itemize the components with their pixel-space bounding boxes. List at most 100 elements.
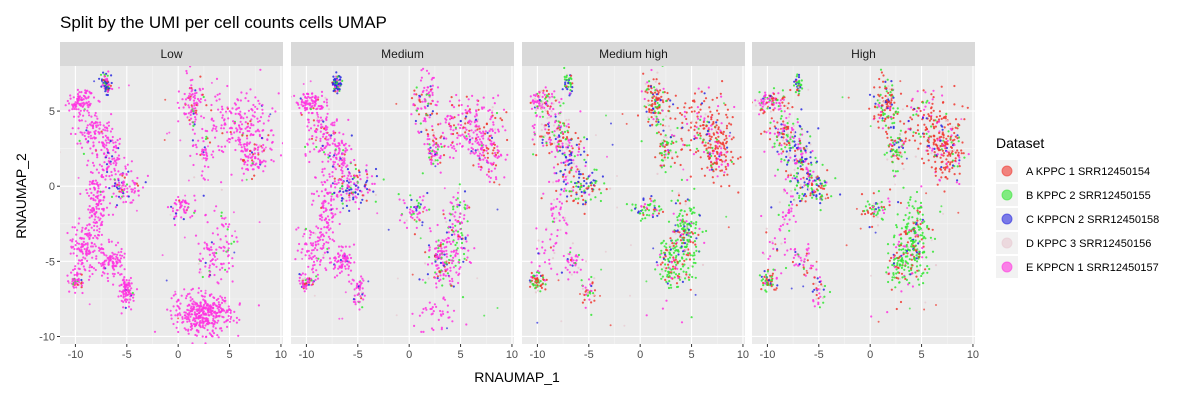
data-point — [309, 242, 312, 245]
data-point — [452, 208, 455, 211]
data-point — [126, 284, 129, 287]
data-point — [146, 174, 149, 177]
data-point — [73, 226, 76, 229]
data-point — [465, 259, 468, 262]
data-point — [553, 172, 556, 175]
data-point — [311, 111, 314, 115]
data-point — [398, 198, 401, 201]
data-point — [324, 207, 327, 210]
data-point — [214, 95, 217, 98]
data-point — [647, 103, 650, 106]
data-point — [548, 107, 552, 110]
data-point — [306, 250, 309, 253]
data-point — [435, 272, 438, 276]
data-point — [541, 95, 544, 98]
data-point — [436, 86, 440, 89]
data-point — [545, 103, 548, 106]
data-point — [498, 155, 501, 158]
data-point — [95, 168, 98, 171]
data-point — [653, 95, 656, 98]
data-point — [67, 280, 70, 283]
data-point — [172, 305, 175, 308]
data-point — [133, 187, 136, 190]
data-point — [350, 282, 353, 285]
data-point — [338, 254, 341, 257]
data-point — [695, 221, 698, 224]
data-point — [432, 328, 435, 332]
data-point — [537, 252, 540, 255]
data-point — [334, 144, 337, 147]
data-point — [203, 295, 206, 298]
data-point — [204, 335, 208, 339]
data-point — [117, 179, 120, 182]
data-point — [723, 171, 726, 174]
data-point — [338, 131, 341, 134]
data-point — [446, 327, 448, 330]
data-point — [669, 117, 672, 120]
data-point — [674, 151, 678, 154]
data-point — [314, 240, 317, 244]
data-point — [198, 308, 201, 311]
data-point — [179, 302, 182, 305]
data-point — [89, 137, 92, 140]
data-point — [426, 133, 429, 136]
data-point — [261, 112, 264, 115]
data-point — [445, 252, 448, 256]
data-point — [330, 261, 333, 264]
data-point — [317, 194, 320, 198]
data-point — [456, 136, 459, 139]
data-point — [242, 172, 245, 175]
data-point — [465, 128, 468, 131]
data-point — [424, 251, 427, 254]
data-point — [177, 299, 180, 302]
data-point — [697, 149, 700, 152]
data-point — [325, 131, 328, 134]
data-point — [327, 247, 330, 250]
data-point — [502, 108, 506, 111]
data-point — [732, 136, 735, 139]
data-point — [431, 154, 434, 158]
data-point — [351, 193, 354, 196]
data-point — [302, 83, 305, 85]
data-point — [669, 128, 672, 132]
data-point — [644, 82, 647, 85]
data-point — [332, 130, 335, 133]
data-point — [303, 107, 306, 110]
data-point — [314, 139, 317, 142]
data-point — [563, 84, 567, 88]
data-point — [353, 174, 357, 177]
data-point — [700, 102, 704, 105]
data-point — [343, 174, 346, 178]
data-point — [336, 75, 339, 78]
data-point — [456, 191, 460, 194]
data-point — [433, 151, 436, 154]
data-point — [663, 150, 666, 153]
data-point — [166, 206, 170, 209]
data-point — [122, 180, 125, 183]
data-point — [436, 250, 439, 253]
data-point — [101, 144, 105, 147]
data-point — [321, 168, 324, 171]
data-point — [358, 300, 361, 303]
data-point — [581, 258, 584, 261]
data-point — [204, 301, 207, 304]
data-point — [212, 127, 215, 130]
data-point — [344, 189, 347, 192]
data-point — [200, 308, 203, 311]
data-point — [193, 97, 197, 100]
data-point — [707, 127, 710, 130]
data-point — [96, 124, 100, 127]
data-point — [458, 216, 461, 219]
data-point — [123, 276, 126, 279]
data-point — [333, 86, 337, 89]
data-point — [693, 137, 696, 140]
data-point — [107, 138, 110, 141]
data-point — [117, 195, 121, 198]
data-point — [220, 246, 223, 250]
data-point — [582, 146, 586, 149]
data-point — [95, 255, 98, 258]
data-point — [490, 170, 493, 173]
data-point — [212, 315, 215, 318]
data-point — [566, 129, 569, 132]
data-point — [173, 223, 177, 227]
